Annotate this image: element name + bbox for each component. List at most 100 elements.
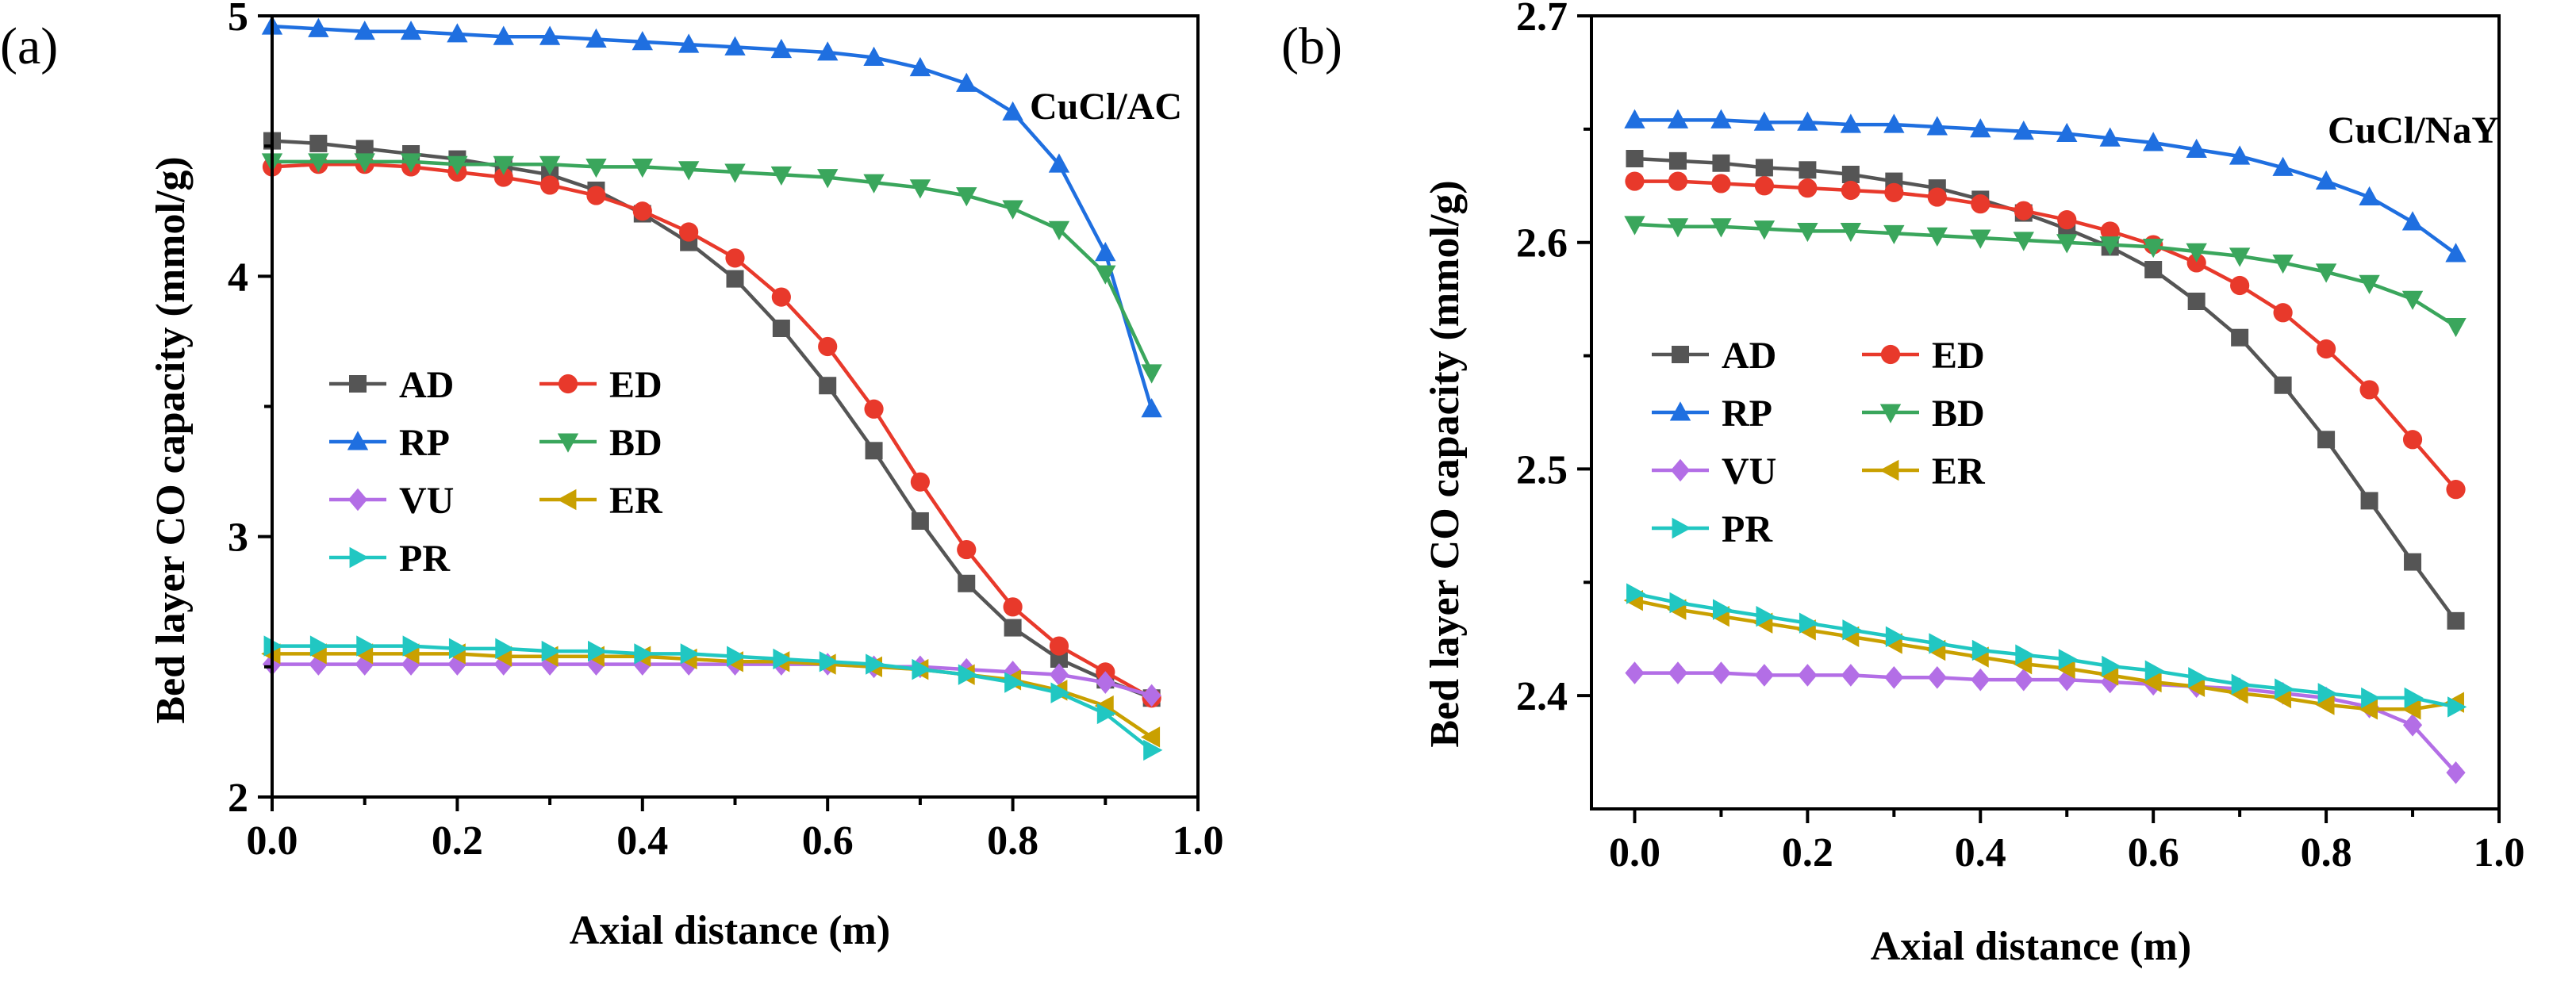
point-AD-b — [2447, 611, 2465, 630]
legend-item-AD-a: AD — [329, 364, 454, 406]
line-VU-b — [1634, 671, 2458, 774]
legend-marker-VU-b — [1670, 458, 1691, 482]
point-AD-b — [2144, 261, 2163, 278]
point-VU-b — [1625, 661, 1645, 684]
point-BD-b — [1710, 218, 1732, 238]
point-RP-a — [308, 17, 329, 37]
x-tick-label-a: 0.2 — [432, 818, 483, 864]
point-AD-a — [1050, 650, 1068, 668]
point-RP-b — [1840, 113, 1862, 133]
point-ED-b — [2186, 253, 2206, 273]
point-BD-a — [770, 166, 793, 186]
legend-item-ER-a: ER — [539, 480, 663, 522]
point-PR-b — [2188, 667, 2208, 688]
line-RP-b — [1634, 118, 2457, 255]
point-ED-b — [2273, 303, 2293, 323]
legend-item-VU-a: VU — [329, 480, 454, 522]
point-ER-b — [2358, 699, 2378, 720]
point-ED-b — [2402, 430, 2423, 450]
point-RP-b — [1753, 111, 1776, 131]
point-PR-b — [1799, 612, 1819, 634]
point-PR-b — [1626, 583, 1646, 604]
point-ED-b — [1754, 176, 1775, 196]
series-AD-b — [1626, 150, 2465, 630]
point-BD-b — [2099, 236, 2121, 256]
x-tick-label-b: 1.0 — [2474, 830, 2525, 876]
point-BD-a — [1095, 265, 1116, 285]
legend-label-BD-b: BD — [1932, 393, 1985, 435]
panel-label-a: (a) — [0, 17, 58, 75]
x-tick-label-a: 0.4 — [616, 818, 668, 864]
point-PR-b — [2144, 660, 2164, 681]
point-VU-b — [1884, 665, 1904, 689]
y-axis-title-b: Bed layer CO capacity (mmol/g) — [1422, 180, 1468, 747]
legend-label-AD-b: AD — [1722, 335, 1776, 377]
point-AD-b — [2404, 553, 2422, 571]
point-VU-b — [1798, 664, 1818, 687]
point-ED-a — [1049, 636, 1069, 656]
line-RP-a — [271, 24, 1154, 410]
legend-item-ER-b: ER — [1862, 450, 1986, 492]
point-RP-a — [1141, 398, 1162, 418]
point-ED-b — [2100, 221, 2120, 241]
legend-label-ED-b: ED — [1932, 335, 1985, 377]
point-VU-b — [1754, 664, 1775, 687]
series-AD-a — [263, 132, 1161, 707]
legend-item-BD-a: BD — [539, 422, 662, 464]
point-RP-a — [447, 23, 468, 43]
point-PR-b — [2015, 644, 2035, 665]
point-ER-b — [2315, 694, 2335, 715]
point-RP-a — [909, 56, 931, 77]
legend-item-RP-a: RP — [329, 422, 450, 464]
point-AD-b — [2187, 293, 2206, 310]
point-RP-b — [2099, 127, 2121, 147]
point-RP-b — [2272, 156, 2294, 176]
legend-label-PR-a: PR — [399, 538, 451, 580]
point-PR-b — [1929, 633, 1948, 654]
y-tick-label-a: 3 — [228, 515, 248, 561]
point-RP-a — [1095, 242, 1116, 262]
point-ED-b — [1971, 194, 1991, 214]
point-BD-a — [678, 161, 700, 181]
point-PR-a — [1004, 672, 1024, 693]
point-BD-a — [585, 158, 607, 178]
legend-label-VU-b: VU — [1722, 450, 1776, 492]
point-RP-b — [2445, 243, 2467, 262]
point-ED-a — [725, 248, 745, 268]
point-VU-b — [2446, 761, 2466, 784]
x-tick-label-a: 0.6 — [802, 818, 854, 864]
point-BD-a — [817, 169, 839, 189]
plot-area-a: 0.0 0.2 0.4 0.6 0.8 1.0 2 3 4 5 — [228, 0, 1224, 864]
x-tick-label-b: 0.8 — [2301, 830, 2352, 876]
point-AD-b — [1799, 161, 1817, 179]
point-VU-b — [1668, 661, 1688, 684]
legend-item-ED-b: ED — [1862, 335, 1985, 377]
point-AD-b — [1755, 159, 1773, 177]
legend-marker-AD-b — [1672, 346, 1689, 363]
series-BD-b — [1624, 216, 2467, 338]
point-RP-b — [2013, 120, 2034, 140]
legend-item-RP-b: RP — [1652, 393, 1772, 435]
point-AD-a — [911, 512, 929, 530]
point-ED-b — [1884, 182, 1904, 202]
x-tick-label-b: 0.2 — [1782, 830, 1833, 876]
point-BD-b — [2359, 274, 2380, 294]
point-BD-b — [2013, 232, 2034, 251]
point-VU-b — [1971, 668, 1991, 692]
point-AD-b — [2317, 431, 2336, 449]
point-AD-a — [355, 140, 374, 158]
point-BD-b — [1667, 218, 1689, 238]
x-tick-label-a: 0.0 — [247, 818, 298, 864]
point-RP-a — [817, 41, 839, 61]
point-ED-b — [2316, 339, 2336, 359]
legend-label-PR-b: PR — [1722, 508, 1773, 550]
point-PR-a — [958, 664, 977, 685]
legend-label-AD-a: AD — [399, 364, 454, 406]
point-BD-b — [2142, 238, 2164, 259]
point-PR-a — [356, 635, 376, 657]
point-AD-a — [309, 134, 328, 152]
point-PR-a — [1143, 739, 1163, 761]
point-ED-b — [1841, 180, 1860, 201]
point-AD-b — [1841, 166, 1860, 183]
